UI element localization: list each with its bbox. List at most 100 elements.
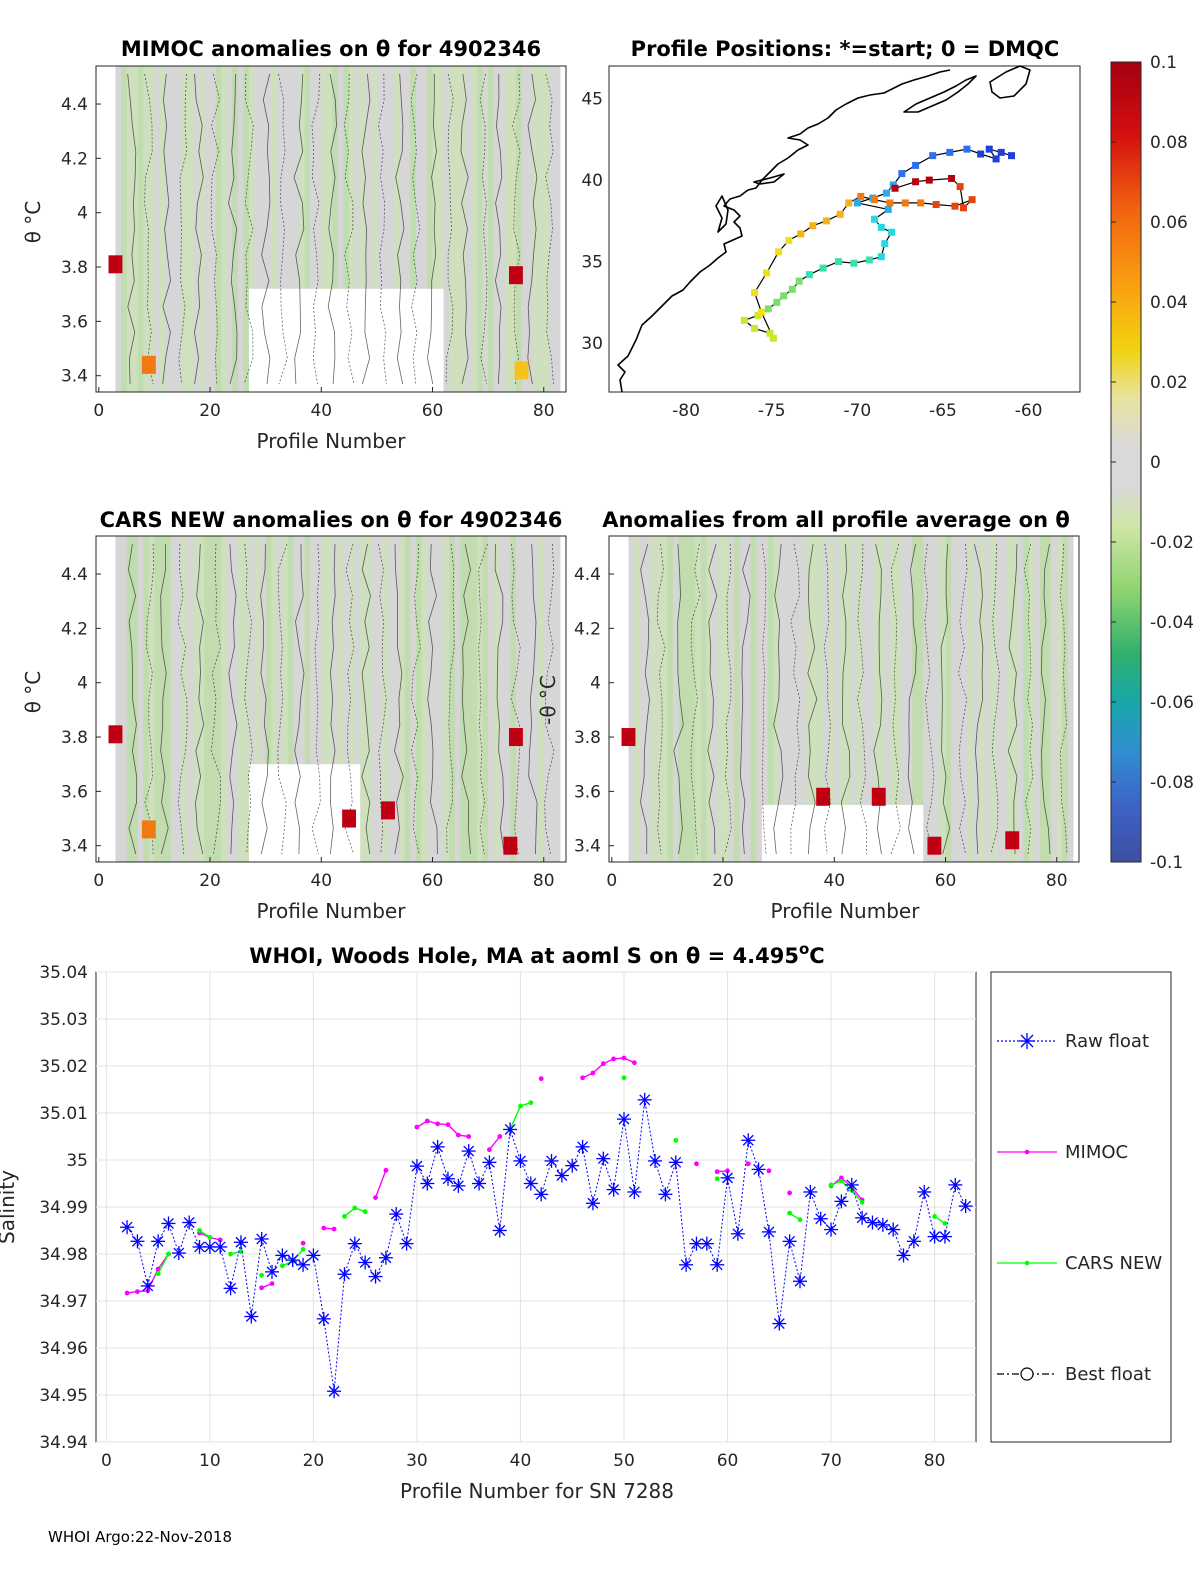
cars-point: [228, 1251, 234, 1257]
contour-line: [195, 543, 205, 855]
anomaly-band: [337, 536, 344, 862]
cars-point: [300, 1246, 306, 1252]
coastline-nova-scotia: [903, 75, 977, 113]
colorbar-tick-label: 0.1: [1150, 53, 1177, 73]
raw-float-point: [327, 1384, 342, 1399]
contour-line: [427, 543, 438, 855]
anomaly-hot-spot: [381, 801, 395, 820]
anomaly-band: [695, 536, 701, 862]
y-tick-label: 3.4: [61, 367, 88, 387]
anomaly-band: [493, 536, 500, 862]
anomaly-band: [1056, 536, 1063, 862]
cars-point: [673, 1137, 679, 1143]
colorbar-tick-label: 0.06: [1150, 213, 1188, 233]
anomaly-band: [321, 536, 327, 862]
contour-line: [510, 543, 521, 855]
profile-position-marker: [797, 230, 805, 238]
anomaly-band: [326, 536, 333, 862]
anomaly-band: [254, 536, 261, 862]
raw-float-point: [948, 1177, 963, 1192]
mimoc-y-ticks: 3.4 3.6 3.8 4 4.2 4.4: [61, 95, 88, 387]
raw-float-point: [937, 1229, 952, 1244]
profile-position-marker: [997, 148, 1005, 156]
legend-label: MIMOC: [1065, 1142, 1128, 1163]
raw-float-point: [347, 1236, 362, 1251]
anomaly-band: [482, 536, 489, 862]
salinity-series: [120, 1055, 973, 1399]
raw-float-point: [782, 1234, 797, 1249]
raw-float-point: [544, 1153, 559, 1168]
contour-line: [344, 543, 355, 855]
y-tick-label: 35: [581, 253, 603, 273]
raw-float-point: [285, 1253, 300, 1268]
raw-float-point: [824, 1222, 839, 1237]
anomaly-band: [504, 66, 511, 392]
salinity-title-degree: o: [799, 940, 809, 958]
data-gap: [248, 288, 444, 392]
x-tick-label: 20: [199, 401, 221, 421]
profile-position-marker: [795, 277, 803, 285]
raw-float-point: [554, 1168, 569, 1183]
coastline-long-island: [753, 173, 785, 185]
anomaly-band: [432, 66, 439, 392]
salinity-chart: WHOI, Woods Hole, MA at aoml S on θ = 4.…: [0, 940, 977, 1503]
y-tick-label: 3.8: [574, 728, 601, 748]
anomaly-band: [750, 536, 757, 862]
coastline-us-east: [617, 69, 951, 393]
contour-line: [856, 543, 868, 855]
mimoc-point: [766, 1168, 772, 1174]
y-tick-label: 4.4: [61, 565, 88, 585]
cars-point: [352, 1205, 358, 1211]
anomaly-band: [488, 66, 494, 392]
legend-box: [990, 971, 1172, 1443]
profile-position-marker: [977, 150, 985, 158]
contour-line: [512, 73, 521, 385]
x-tick-label: 40: [310, 401, 332, 421]
x-tick-label: 80: [1046, 871, 1068, 891]
mimoc-point: [487, 1147, 492, 1153]
salinity-grid: [96, 971, 976, 1443]
anomaly-band: [287, 536, 294, 862]
anomaly-band: [717, 536, 724, 862]
anomaly-band: [1028, 536, 1035, 862]
contour-line: [210, 73, 221, 385]
anomaly-band: [304, 66, 311, 392]
y-tick-label: 4: [77, 204, 88, 224]
cars-point: [342, 1214, 347, 1219]
salinity-x-ticks: 0 10 20 30 40 50 60 70 80: [101, 1451, 945, 1471]
anomaly-band: [349, 536, 355, 862]
average-y-label: -θ °C: [536, 675, 560, 725]
contour-line: [673, 543, 684, 855]
x-tick-label: 80: [533, 871, 555, 891]
anomaly-band: [689, 536, 696, 862]
mimoc-point: [456, 1132, 461, 1138]
y-tick-label: 34.98: [39, 1245, 88, 1265]
anomaly-band: [121, 66, 127, 392]
profile-position-marker: [835, 258, 843, 266]
contour-line: [494, 543, 505, 855]
x-tick-label: 60: [422, 871, 444, 891]
y-tick-label: 3.4: [574, 837, 601, 857]
anomaly-band: [332, 66, 338, 392]
anomaly-band: [532, 66, 539, 392]
profile-position-marker: [888, 228, 896, 236]
contour-line: [127, 73, 137, 385]
contour-line: [840, 543, 851, 855]
anomaly-band: [393, 66, 400, 392]
y-tick-label: 4.4: [574, 565, 601, 585]
raw-float-point: [565, 1158, 580, 1173]
contour-line: [528, 543, 538, 855]
anomaly-band: [538, 66, 544, 392]
raw-float-point: [399, 1236, 414, 1251]
contour-line: [410, 543, 421, 855]
anomaly-band: [126, 66, 133, 392]
mimoc-point: [321, 1225, 327, 1231]
profile-position-marker: [780, 292, 788, 300]
mimoc-point: [383, 1167, 389, 1173]
anomaly-band: [221, 66, 227, 392]
profile-position-marker: [912, 161, 920, 169]
x-tick-label: 0: [93, 871, 104, 891]
profile-position-marker: [898, 170, 906, 178]
salinity-y-label: Salinity: [0, 1170, 19, 1244]
mimoc-point: [590, 1070, 596, 1076]
